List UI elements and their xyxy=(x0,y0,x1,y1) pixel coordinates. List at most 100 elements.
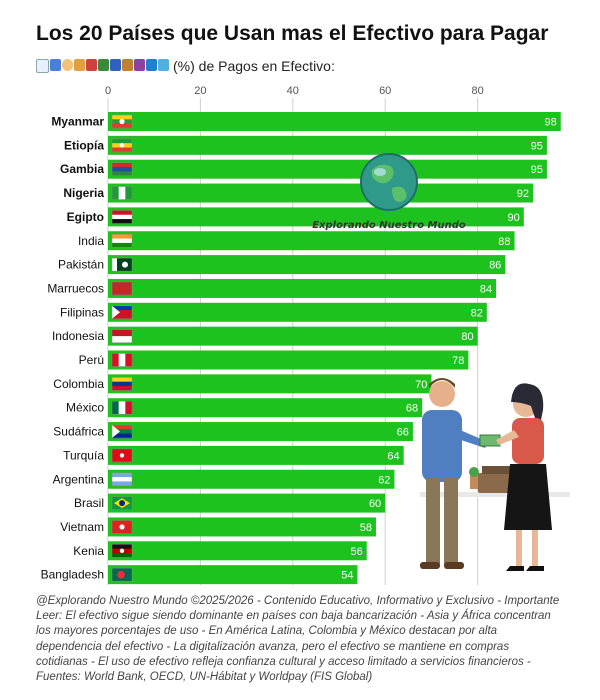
subtitle-text: (%) de Pagos en Efectivo: xyxy=(173,58,335,74)
category-label: Bangladesh xyxy=(41,568,104,582)
bar xyxy=(108,350,469,370)
footer-notes: @Explorando Nuestro Mundo ©2025/2026 - C… xyxy=(36,594,576,685)
bar xyxy=(108,135,547,155)
turkey-flag-icon xyxy=(111,448,133,463)
vietnam-flag-icon xyxy=(111,520,133,534)
ethiopia-flag-icon xyxy=(111,138,133,153)
category-label: Perú xyxy=(79,353,104,367)
value-label: 68 xyxy=(406,403,418,415)
category-label: Pakistán xyxy=(58,258,104,272)
bar xyxy=(108,517,376,537)
x-tick-label: 0 xyxy=(105,85,111,97)
globe-watermark-icon xyxy=(360,153,418,211)
gambia-flag-icon xyxy=(111,162,133,176)
category-label: Gambia xyxy=(60,162,104,176)
bar xyxy=(108,326,478,346)
philippines-flag-icon xyxy=(111,305,133,320)
category-label: Nigeria xyxy=(63,186,104,200)
bar xyxy=(108,278,497,298)
bar xyxy=(108,469,395,489)
value-label: 92 xyxy=(517,188,529,200)
chart-subtitle: (%) de Pagos en Efectivo: xyxy=(36,58,335,74)
emoji-strip-icon xyxy=(36,59,169,73)
bangladesh-flag-icon xyxy=(111,567,133,582)
peru-flag-icon xyxy=(111,353,133,367)
morocco-flag-icon xyxy=(111,281,133,296)
footer-line: dependencia del efectivo - La digitaliza… xyxy=(36,640,510,653)
value-label: 54 xyxy=(341,570,353,582)
value-label: 82 xyxy=(471,307,483,319)
category-label: Kenia xyxy=(73,544,104,558)
value-label: 95 xyxy=(531,164,543,176)
category-label: Etiopía xyxy=(64,138,104,152)
value-label: 60 xyxy=(369,498,381,510)
footer-line: Leer: El efectivo sigue siendo dominante… xyxy=(36,610,551,623)
watermark-text: Explorando Nuestro Mundo xyxy=(312,220,466,231)
people-illustration xyxy=(420,378,570,571)
category-label: Indonesia xyxy=(52,329,104,343)
myanmar-flag-icon xyxy=(111,114,133,129)
value-label: 66 xyxy=(397,427,409,439)
value-label: 64 xyxy=(387,450,399,462)
bar xyxy=(108,159,547,179)
bar xyxy=(108,398,423,418)
kenya-flag-icon xyxy=(111,544,133,558)
chart-title: Los 20 Países que Usan mas el Efectivo p… xyxy=(36,22,549,45)
bar xyxy=(108,541,367,561)
value-label: 95 xyxy=(531,140,543,152)
bar xyxy=(108,493,386,513)
x-tick-label: 20 xyxy=(194,85,206,97)
value-label: 80 xyxy=(461,331,473,343)
bar xyxy=(108,112,561,131)
category-label: Vietnam xyxy=(60,520,104,534)
argentina-flag-icon xyxy=(111,472,133,487)
indonesia-flag-icon xyxy=(111,329,133,343)
category-label: Brasil xyxy=(74,496,104,510)
colombia-flag-icon xyxy=(111,377,133,391)
x-tick-label: 60 xyxy=(379,85,391,97)
value-label: 78 xyxy=(452,355,464,367)
bar xyxy=(108,183,534,203)
x-tick-label: 40 xyxy=(287,85,299,97)
footer-line: cotidianas - El uso de efectivo refleja … xyxy=(36,655,531,668)
value-label: 58 xyxy=(360,522,372,534)
bar xyxy=(108,565,358,585)
value-label: 56 xyxy=(350,546,362,558)
value-label: 88 xyxy=(498,236,510,248)
bar xyxy=(108,445,404,465)
footer-sources: Fuentes: World Bank, OECD, UN-Hábitat y … xyxy=(36,671,373,684)
category-label: Egipto xyxy=(67,210,104,224)
bar xyxy=(108,302,487,322)
category-label: Turquía xyxy=(63,448,104,462)
category-label: Filipinas xyxy=(60,305,104,319)
category-label: Marruecos xyxy=(47,281,104,295)
bar xyxy=(108,422,413,442)
value-label: 70 xyxy=(415,379,427,391)
category-label: Sudáfrica xyxy=(53,425,104,439)
category-label: India xyxy=(78,234,104,248)
egypt-flag-icon xyxy=(111,210,133,224)
south-africa-flag-icon xyxy=(111,424,133,439)
category-label: México xyxy=(66,401,104,415)
bar-chart: 0 20 40 60 80 Myanmar 98 Etiopía 95 Gambia 95 Nige… xyxy=(41,85,570,585)
category-label: Myanmar xyxy=(51,115,104,129)
bar xyxy=(108,207,524,227)
value-label: 62 xyxy=(378,474,390,486)
bar xyxy=(108,374,432,394)
footer-credit: @Explorando Nuestro Mundo ©2025/2026 - C… xyxy=(36,595,560,607)
bar xyxy=(108,255,506,275)
value-label: 86 xyxy=(489,260,501,272)
value-label: 90 xyxy=(508,212,520,224)
mexico-flag-icon xyxy=(111,400,133,415)
category-label: Argentina xyxy=(53,472,105,486)
pakistan-flag-icon xyxy=(111,257,133,272)
value-label: 98 xyxy=(545,117,557,129)
brazil-flag-icon xyxy=(111,496,133,510)
india-flag-icon xyxy=(111,234,133,248)
footer-line: los mayores porcentajes de uso - En Amér… xyxy=(36,625,498,638)
nigeria-flag-icon xyxy=(111,186,133,200)
x-tick-label: 80 xyxy=(471,85,483,97)
value-label: 84 xyxy=(480,283,492,295)
category-label: Colombia xyxy=(53,377,104,391)
bar xyxy=(108,231,515,251)
